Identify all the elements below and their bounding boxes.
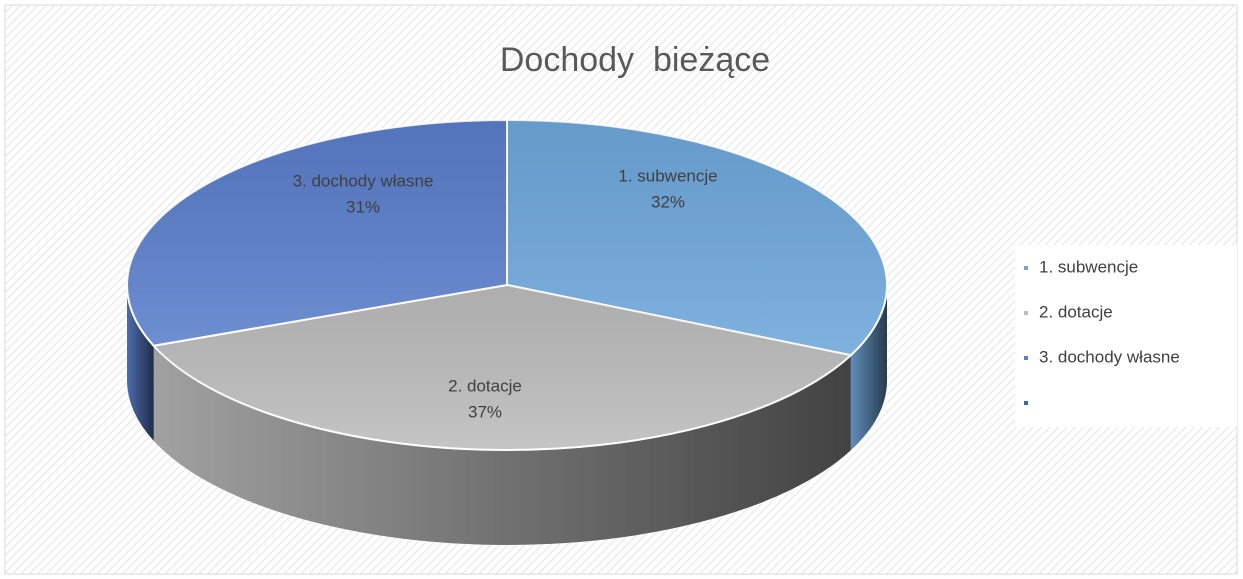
slice-side-shade: [850, 285, 887, 451]
data-label-category: 1. subwencje: [618, 166, 717, 185]
slice-gloss: [153, 285, 851, 450]
data-label-category: 3. dochody własne: [293, 171, 434, 190]
data-label-value: 31%: [346, 197, 380, 216]
legend-label: 3. dochody własne: [1039, 347, 1180, 366]
legend-marker: [1024, 266, 1028, 270]
legend-background: [1015, 245, 1237, 427]
legend-marker: [1024, 401, 1028, 405]
slice-side-shade: [127, 285, 154, 441]
chart-title: Dochody bieżące: [500, 41, 770, 79]
slice-gloss: [507, 120, 887, 356]
legend-label: 1. subwencje: [1039, 257, 1138, 276]
data-label-category: 2. dotacje: [448, 376, 522, 395]
legend-marker: [1024, 311, 1028, 315]
legend-marker: [1024, 356, 1028, 360]
data-label-value: 32%: [651, 192, 685, 211]
data-label-value: 37%: [468, 402, 502, 421]
legend-label: 2. dotacje: [1039, 302, 1113, 321]
slice-gloss: [127, 120, 508, 346]
slice-side-shade: [153, 345, 851, 545]
